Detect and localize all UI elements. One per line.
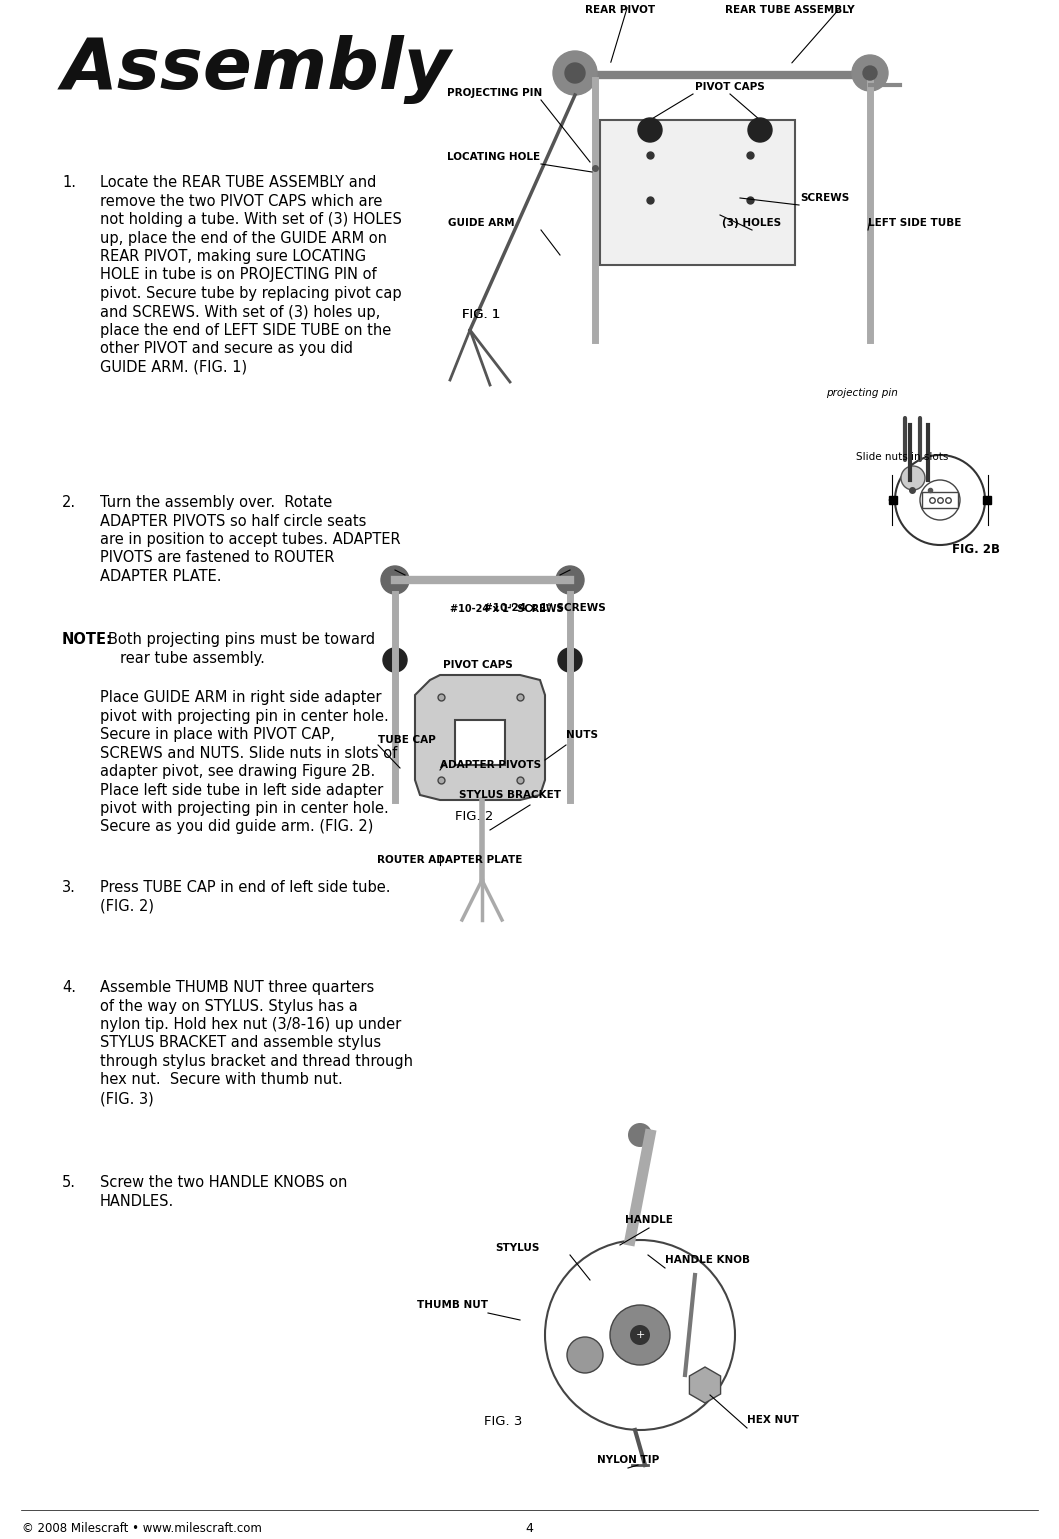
Text: 3.: 3. xyxy=(62,880,76,896)
Text: REAR PIVOT, making sure LOCATING: REAR PIVOT, making sure LOCATING xyxy=(100,249,366,265)
Text: (3) HOLES: (3) HOLES xyxy=(722,219,782,228)
Text: PIVOTS are fastened to ROUTER: PIVOTS are fastened to ROUTER xyxy=(100,551,335,565)
Text: HANDLE KNOB: HANDLE KNOB xyxy=(665,1254,750,1265)
Bar xyxy=(600,120,795,265)
Text: (FIG. 2): (FIG. 2) xyxy=(100,899,154,914)
Text: FIG. 3: FIG. 3 xyxy=(484,1414,522,1428)
Text: Turn the assembly over.  Rotate: Turn the assembly over. Rotate xyxy=(100,496,333,509)
Text: © 2008 Milescraft • www.milescraft.com: © 2008 Milescraft • www.milescraft.com xyxy=(22,1522,262,1534)
Text: hex nut.  Secure with thumb nut.: hex nut. Secure with thumb nut. xyxy=(100,1073,343,1088)
Text: HEX NUT: HEX NUT xyxy=(747,1414,798,1425)
Text: of the way on STYLUS. Stylus has a: of the way on STYLUS. Stylus has a xyxy=(100,999,358,1014)
Text: 4.: 4. xyxy=(62,980,76,996)
Text: and SCREWS. With set of (3) holes up,: and SCREWS. With set of (3) holes up, xyxy=(100,305,380,320)
Text: REAR TUBE ASSEMBLY: REAR TUBE ASSEMBLY xyxy=(725,5,855,15)
Text: GUIDE ARM. (FIG. 1): GUIDE ARM. (FIG. 1) xyxy=(100,360,247,376)
Text: Slide nuts in slots: Slide nuts in slots xyxy=(856,452,949,462)
Text: LEFT SIDE TUBE: LEFT SIDE TUBE xyxy=(868,219,962,228)
Polygon shape xyxy=(415,676,545,800)
Text: +: + xyxy=(635,1330,645,1340)
Text: ADAPTER PIVOTS so half circle seats: ADAPTER PIVOTS so half circle seats xyxy=(100,514,366,528)
Text: #10-24 x 1" SCREWS: #10-24 x 1" SCREWS xyxy=(484,603,606,613)
Circle shape xyxy=(566,63,585,83)
Text: 4: 4 xyxy=(525,1522,533,1534)
Text: FIG. 2B: FIG. 2B xyxy=(952,543,1000,556)
Text: STYLUS BRACKET: STYLUS BRACKET xyxy=(459,790,561,800)
Circle shape xyxy=(610,1305,670,1365)
Text: remove the two PIVOT CAPS which are: remove the two PIVOT CAPS which are xyxy=(100,194,382,208)
Circle shape xyxy=(567,1337,603,1373)
Text: Place GUIDE ARM in right side adapter: Place GUIDE ARM in right side adapter xyxy=(100,689,381,705)
Circle shape xyxy=(901,466,925,489)
Text: SCREWS: SCREWS xyxy=(800,192,849,203)
Text: HANDLE: HANDLE xyxy=(625,1214,672,1225)
Text: STYLUS BRACKET and assemble stylus: STYLUS BRACKET and assemble stylus xyxy=(100,1036,381,1051)
Text: NYLON TIP: NYLON TIP xyxy=(597,1454,659,1465)
Circle shape xyxy=(748,119,772,142)
Circle shape xyxy=(381,566,409,594)
Text: Assembly: Assembly xyxy=(62,35,452,105)
Text: projecting pin: projecting pin xyxy=(826,388,898,399)
Text: FIG. 1: FIG. 1 xyxy=(462,308,500,322)
Text: (FIG. 3): (FIG. 3) xyxy=(100,1091,154,1107)
Text: pivot. Secure tube by replacing pivot cap: pivot. Secure tube by replacing pivot ca… xyxy=(100,286,401,302)
Text: through stylus bracket and thread through: through stylus bracket and thread throug… xyxy=(100,1054,413,1070)
Text: pivot with projecting pin in center hole.: pivot with projecting pin in center hole… xyxy=(100,708,389,723)
Circle shape xyxy=(556,566,584,594)
Text: rear tube assembly.: rear tube assembly. xyxy=(120,651,265,665)
Text: not holding a tube. With set of (3) HOLES: not holding a tube. With set of (3) HOLE… xyxy=(100,212,401,226)
Text: Assemble THUMB NUT three quarters: Assemble THUMB NUT three quarters xyxy=(100,980,374,996)
Text: place the end of LEFT SIDE TUBE on the: place the end of LEFT SIDE TUBE on the xyxy=(100,323,391,339)
Circle shape xyxy=(553,51,597,95)
Text: ADAPTER PIVOTS: ADAPTER PIVOTS xyxy=(439,760,541,770)
Text: other PIVOT and secure as you did: other PIVOT and secure as you did xyxy=(100,342,353,357)
Text: 2.: 2. xyxy=(62,496,76,509)
Text: HANDLES.: HANDLES. xyxy=(100,1194,175,1208)
Text: adapter pivot, see drawing Figure 2B.: adapter pivot, see drawing Figure 2B. xyxy=(100,763,375,779)
Bar xyxy=(455,720,505,765)
Polygon shape xyxy=(689,1367,720,1404)
Circle shape xyxy=(558,648,582,673)
Text: are in position to accept tubes. ADAPTER: are in position to accept tubes. ADAPTER xyxy=(100,532,400,546)
Text: up, place the end of the GUIDE ARM on: up, place the end of the GUIDE ARM on xyxy=(100,231,387,246)
Text: Both projecting pins must be toward: Both projecting pins must be toward xyxy=(108,633,375,646)
Text: STYLUS: STYLUS xyxy=(496,1244,540,1253)
Text: ROUTER ADAPTER PLATE: ROUTER ADAPTER PLATE xyxy=(377,856,522,865)
Text: REAR PIVOT: REAR PIVOT xyxy=(585,5,656,15)
Text: SCREWS and NUTS. Slide nuts in slots of: SCREWS and NUTS. Slide nuts in slots of xyxy=(100,745,397,760)
Text: NUTS: NUTS xyxy=(566,729,598,740)
Circle shape xyxy=(383,648,407,673)
Text: Locate the REAR TUBE ASSEMBLY and: Locate the REAR TUBE ASSEMBLY and xyxy=(100,175,376,189)
Text: HOLE in tube is on PROJECTING PIN of: HOLE in tube is on PROJECTING PIN of xyxy=(100,268,377,283)
Text: Place left side tube in left side adapter: Place left side tube in left side adapte… xyxy=(100,782,383,797)
Text: Press TUBE CAP in end of left side tube.: Press TUBE CAP in end of left side tube. xyxy=(100,880,391,896)
Text: FIG. 1: FIG. 1 xyxy=(462,308,500,322)
Bar xyxy=(922,492,958,508)
Text: PIVOT CAPS: PIVOT CAPS xyxy=(443,660,513,669)
Text: PROJECTING PIN: PROJECTING PIN xyxy=(447,88,542,98)
Text: FIG. 2: FIG. 2 xyxy=(455,810,493,823)
Circle shape xyxy=(628,1123,652,1147)
Text: #10-24 x 1" SCREWS: #10-24 x 1" SCREWS xyxy=(450,603,563,614)
Text: 5.: 5. xyxy=(62,1174,76,1190)
Text: pivot with projecting pin in center hole.: pivot with projecting pin in center hole… xyxy=(100,800,389,816)
Text: GUIDE ARM: GUIDE ARM xyxy=(448,219,515,228)
Text: 1.: 1. xyxy=(62,175,76,189)
Text: TUBE CAP: TUBE CAP xyxy=(378,736,435,745)
Text: Secure in place with PIVOT CAP,: Secure in place with PIVOT CAP, xyxy=(100,726,335,742)
Text: Secure as you did guide arm. (FIG. 2): Secure as you did guide arm. (FIG. 2) xyxy=(100,819,374,834)
Text: THUMB NUT: THUMB NUT xyxy=(417,1300,488,1310)
Circle shape xyxy=(630,1325,650,1345)
Text: LOCATING HOLE: LOCATING HOLE xyxy=(447,152,540,162)
Text: NOTE:: NOTE: xyxy=(62,633,113,646)
Text: nylon tip. Hold hex nut (3/8-16) up under: nylon tip. Hold hex nut (3/8-16) up unde… xyxy=(100,1017,401,1033)
Text: Screw the two HANDLE KNOBS on: Screw the two HANDLE KNOBS on xyxy=(100,1174,347,1190)
Circle shape xyxy=(852,55,889,91)
Circle shape xyxy=(863,66,877,80)
Text: PIVOT CAPS: PIVOT CAPS xyxy=(695,82,765,92)
Circle shape xyxy=(638,119,662,142)
Text: ADAPTER PLATE.: ADAPTER PLATE. xyxy=(100,569,221,583)
